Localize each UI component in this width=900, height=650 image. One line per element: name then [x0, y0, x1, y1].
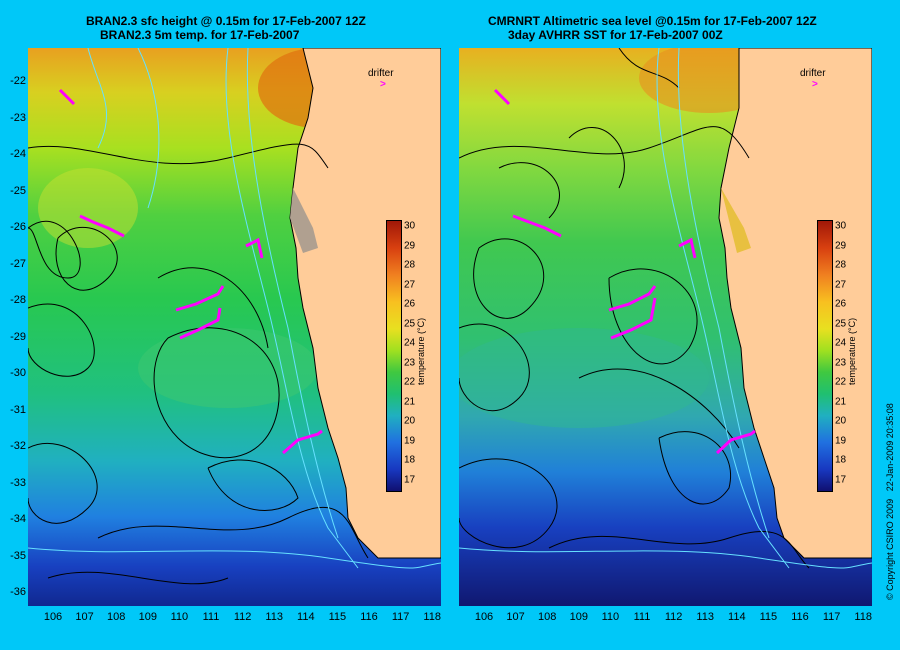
longitude-tick-label: 109: [569, 611, 588, 623]
colorbar-tick-label: 27: [404, 279, 416, 290]
colorbar-tick-label: 17: [835, 474, 847, 485]
longitude-tick-label: 106: [474, 611, 494, 623]
longitude-tick-label: 110: [601, 611, 620, 623]
right-colorbar: 30 29 28 27 26 25 24 23 22 21 20 19 18 17: [817, 220, 877, 492]
longitude-tick-label: 115: [759, 611, 778, 623]
latitude-tick-label: -34: [10, 513, 26, 525]
colorbar-tick-label: 20: [835, 415, 847, 427]
latitude-tick-label: -22: [10, 75, 26, 87]
longitude-tick-label: 113: [265, 611, 283, 623]
right-drifter-legend: drifter >: [800, 68, 826, 90]
colorbar-tick-label: 29: [835, 240, 847, 251]
longitude-tick-label: 117: [822, 611, 841, 623]
longitude-tick-label: 118: [423, 611, 441, 623]
right-title-line1: CMRNRT Altimetric sea level @0.15m for 1…: [488, 14, 817, 28]
colorbar-tick-label: 29: [404, 240, 416, 251]
longitude-tick-label: 108: [107, 611, 126, 623]
colorbar-tick-label: 25: [835, 318, 847, 329]
colorbar-tick-label: 22: [404, 376, 416, 388]
latitude-tick-label: -25: [10, 184, 26, 197]
left-drifter-tracks: [58, 88, 323, 455]
longitude-tick-label: 112: [664, 611, 683, 623]
left-longitude-axis: 106 107 108 109 110 111 112 113 114 115 116 117 118: [28, 611, 441, 627]
right-colorbar-label: temperature (°C): [847, 317, 857, 385]
drifter-arrow-icon: >: [380, 79, 386, 90]
colorbar-tick-label: 30: [404, 220, 416, 232]
left-map-panel: [28, 48, 441, 606]
right-title-line2: 3day AVHRR SST for 17-Feb-2007 00Z: [508, 28, 723, 42]
latitude-tick-label: -32: [10, 440, 26, 452]
latitude-tick-label: -36: [10, 586, 26, 598]
colorbar-tick-label: 26: [835, 298, 847, 310]
longitude-tick-label: 112: [233, 611, 252, 623]
longitude-tick-label: 110: [170, 611, 189, 623]
colorbar-tick-label: 28: [404, 259, 416, 271]
left-colorbar-gradient: [386, 220, 402, 492]
longitude-tick-label: 107: [75, 611, 94, 623]
longitude-tick-label: 114: [297, 611, 315, 623]
colorbar-tick-label: 22: [835, 376, 847, 388]
copyright-notice: © Copyright CSIRO 2009 22-Jan-2009 20:35…: [885, 403, 895, 600]
longitude-tick-label: 114: [728, 611, 746, 623]
colorbar-tick-label: 23: [404, 357, 416, 368]
latitude-tick-label: -24: [10, 148, 26, 160]
longitude-tick-label: 111: [202, 611, 220, 623]
left-colorbar-label: temperature (°C): [416, 317, 426, 385]
left-title-line2: BRAN2.3 5m temp. for 17-Feb-2007: [100, 28, 300, 42]
longitude-tick-label: 117: [391, 611, 410, 623]
colorbar-tick-label: 27: [835, 279, 847, 290]
latitude-tick-label: -27: [10, 257, 26, 270]
latitude-tick-label: -30: [10, 367, 26, 379]
longitude-tick-label: 109: [138, 611, 157, 623]
latitude-tick-label: -31: [10, 403, 26, 416]
longitude-tick-label: 107: [506, 611, 525, 623]
colorbar-tick-label: 30: [835, 220, 847, 232]
colorbar-tick-label: 21: [404, 396, 416, 407]
right-map-panel: [459, 48, 872, 606]
longitude-tick-label: 116: [791, 611, 809, 623]
right-longitude-axis: 106 107 108 109 110 111 112 113 114 115 116 117 118: [459, 611, 872, 627]
longitude-tick-label: 111: [633, 611, 651, 623]
right-colorbar-gradient: [817, 220, 833, 492]
longitude-tick-label: 115: [328, 611, 347, 623]
left-colorbar: 30 29 28 27 26 25 24 23 22 21 20 19 18 17: [386, 220, 446, 492]
latitude-tick-label: -26: [10, 221, 26, 233]
colorbar-tick-label: 21: [835, 396, 847, 407]
longitude-tick-label: 106: [43, 611, 63, 623]
colorbar-tick-label: 19: [835, 435, 847, 446]
latitude-tick-label: -35: [10, 549, 26, 562]
colorbar-tick-label: 23: [835, 357, 847, 368]
colorbar-tick-label: 19: [404, 435, 416, 446]
colorbar-tick-label: 20: [404, 415, 416, 427]
right-drifter-tracks: [493, 88, 756, 455]
longitude-tick-label: 113: [696, 611, 714, 623]
latitude-tick-label: -33: [10, 476, 26, 489]
colorbar-tick-label: 26: [404, 298, 416, 310]
left-latitude-axis: -22 -23 -24 -25 -26 -27 -28 -29 -30 -31 -32 -33 -34 -…: [4, 48, 28, 606]
left-land-mass: [289, 48, 441, 559]
drifter-arrow-icon: >: [812, 79, 818, 90]
colorbar-tick-label: 24: [835, 337, 847, 349]
longitude-tick-label: 116: [360, 611, 378, 623]
latitude-tick-label: -29: [10, 330, 26, 343]
colorbar-tick-label: 17: [404, 474, 416, 485]
longitude-tick-label: 108: [538, 611, 557, 623]
colorbar-tick-label: 18: [404, 454, 416, 466]
colorbar-tick-label: 25: [404, 318, 416, 329]
latitude-tick-label: -23: [10, 111, 26, 124]
latitude-tick-label: -28: [10, 294, 26, 306]
colorbar-tick-label: 18: [835, 454, 847, 466]
left-drifter-legend: drifter >: [368, 68, 394, 90]
longitude-tick-label: 118: [854, 611, 872, 623]
colorbar-tick-label: 24: [404, 337, 416, 349]
left-title-line1: BRAN2.3 sfc height @ 0.15m for 17-Feb-20…: [86, 14, 366, 28]
colorbar-tick-label: 28: [835, 259, 847, 271]
